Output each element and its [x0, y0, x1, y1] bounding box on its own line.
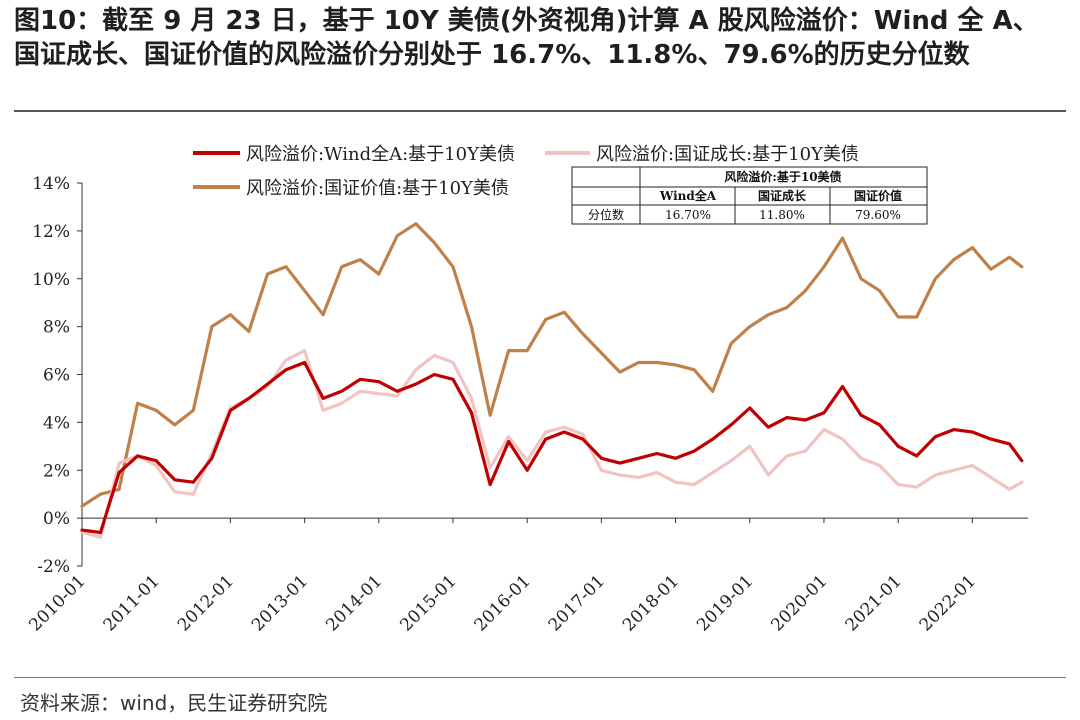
y-tick-label: 8% — [43, 318, 70, 338]
legend-label-wind: 风险溢价:Wind全A:基于10Y美债 — [246, 144, 515, 165]
table-value-growth: 11.80% — [759, 208, 805, 222]
x-tick-label: 2010-01 — [25, 571, 89, 635]
y-tick-label: 2% — [43, 461, 70, 481]
table-header-growth: 国证成长 — [758, 188, 807, 203]
legend-label-value: 风险溢价:国证价值:基于10Y美债 — [246, 178, 509, 199]
x-tick-label: 2022-01 — [916, 571, 980, 635]
x-tick-label: 2018-01 — [619, 571, 683, 635]
table-value-wind: 16.70% — [665, 208, 711, 222]
y-tick-label: 12% — [32, 222, 70, 242]
series-line-wind — [80, 360, 1024, 535]
legend-label-growth: 风险溢价:国证成长:基于10Y美债 — [596, 144, 859, 165]
x-tick-label: 2012-01 — [174, 571, 238, 635]
table-border — [571, 166, 928, 225]
table-value-value: 79.60% — [855, 208, 901, 222]
y-tick-label: 4% — [43, 413, 70, 433]
x-tick-label: 2017-01 — [545, 571, 609, 635]
x-tick-label: 2015-01 — [396, 571, 460, 635]
table-title: 风险溢价:基于10美债 — [724, 169, 841, 184]
x-tick-label: 2013-01 — [248, 571, 312, 635]
table-row-label: 分位数 — [588, 207, 624, 222]
table-header-wind: Wind全A — [659, 188, 717, 203]
x-tick-label: 2019-01 — [693, 571, 757, 635]
percentile-table: 风险溢价:基于10美债 Wind全A 国证成长 国证价值 分位数 16.70% … — [571, 166, 928, 225]
y-tick-label: 6% — [43, 366, 70, 386]
x-tick-label: 2011-01 — [100, 571, 164, 635]
x-tick-label: 2016-01 — [471, 571, 535, 635]
title-divider — [14, 110, 1066, 112]
table-header-value: 国证价值 — [854, 188, 902, 203]
x-tick-label: 2014-01 — [322, 571, 386, 635]
y-tick-label: 0% — [43, 509, 70, 529]
source-note: 资料来源：wind，民生证券研究院 — [20, 691, 328, 715]
chart-title: 图10：截至 9 月 23 日，基于 10Y 美债(外资视角)计算 A 股风险溢… — [14, 6, 1039, 70]
y-tick-label: 14% — [32, 174, 70, 194]
x-tick-label: 2021-01 — [842, 571, 906, 635]
y-tick-label: -2% — [37, 557, 70, 577]
legend: 风险溢价:Wind全A:基于10Y美债 风险溢价:国证成长:基于10Y美债 风险… — [193, 144, 859, 199]
x-tick-label: 2020-01 — [767, 571, 831, 635]
series-line-growth — [80, 349, 1024, 539]
series-lines — [80, 222, 1024, 539]
y-tick-label: 10% — [32, 270, 70, 290]
footer-divider — [14, 677, 1066, 678]
axes: -2% 0% 2% 4% 6% 8% 10% 12% 14% 2010-01 2011-01 2012… — [25, 174, 1028, 635]
series-line-value — [80, 222, 1024, 508]
